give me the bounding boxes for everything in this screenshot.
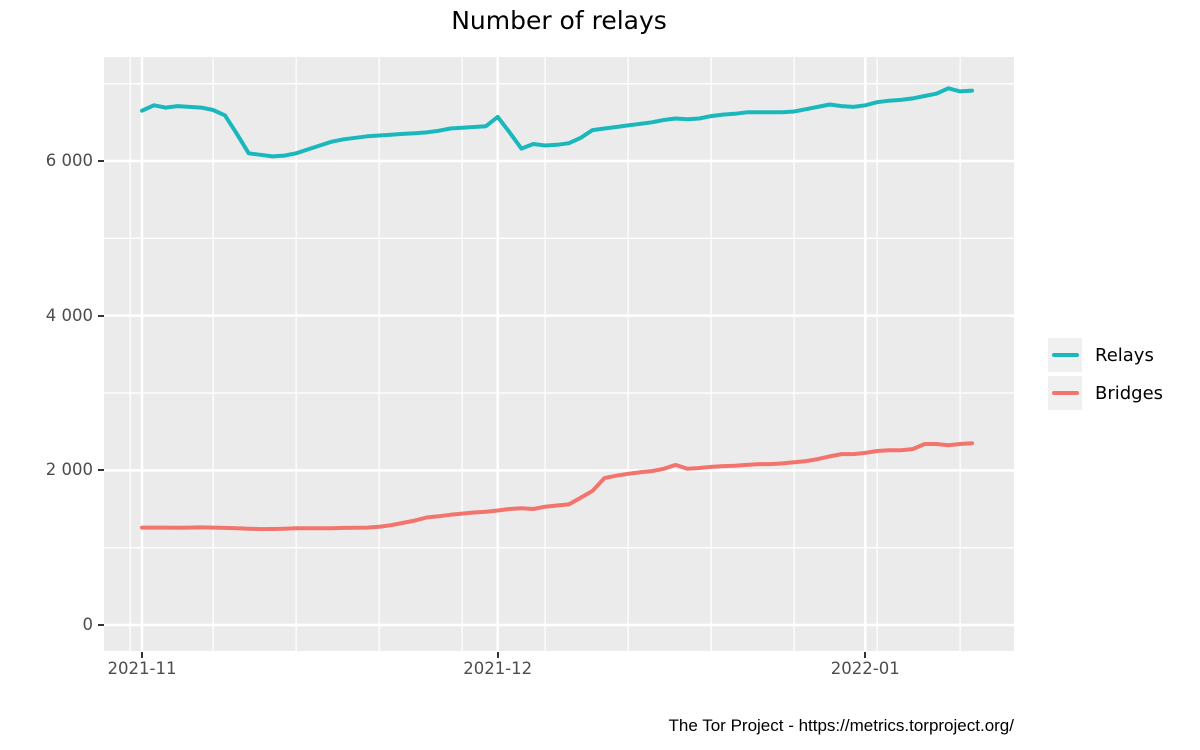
y-tick-mark — [98, 469, 104, 472]
legend-key-bridges — [1048, 376, 1082, 410]
legend-label-bridges: Bridges — [1095, 382, 1164, 404]
y-tick-label: 6 000 — [45, 151, 93, 170]
x-tick-mark — [496, 652, 499, 658]
y-tick-mark — [98, 624, 104, 626]
legend-item-relays: Relays — [1048, 338, 1163, 372]
caption: The Tor Project - https://metrics.torpro… — [668, 716, 1014, 735]
x-tick-label: 2021-11 — [107, 659, 177, 678]
y-tick-label: 0 — [82, 615, 94, 634]
plot-panel — [104, 57, 1014, 651]
bridges-line — [140, 441, 974, 532]
legend-key-relays — [1048, 338, 1082, 372]
relays-line — [140, 86, 974, 159]
chart-title: Number of relays — [451, 6, 667, 35]
y-tick-mark — [98, 160, 104, 162]
plot-svg — [104, 57, 1014, 651]
y-tick-label: 2 000 — [45, 460, 93, 480]
legend-item-bridges: Bridges — [1048, 376, 1163, 410]
legend: Relays Bridges — [1048, 338, 1163, 414]
relays-line-swatch — [1051, 353, 1079, 357]
legend-label-relays: Relays — [1095, 344, 1154, 366]
x-tick-mark — [864, 652, 867, 658]
y-tick-label: 4 000 — [45, 305, 93, 325]
x-tick-label: 2022-01 — [830, 659, 900, 678]
x-tick-mark — [141, 652, 143, 658]
x-tick-label: 2021-12 — [463, 659, 533, 678]
bridges-line-swatch — [1051, 391, 1079, 395]
y-tick-mark — [98, 314, 104, 317]
